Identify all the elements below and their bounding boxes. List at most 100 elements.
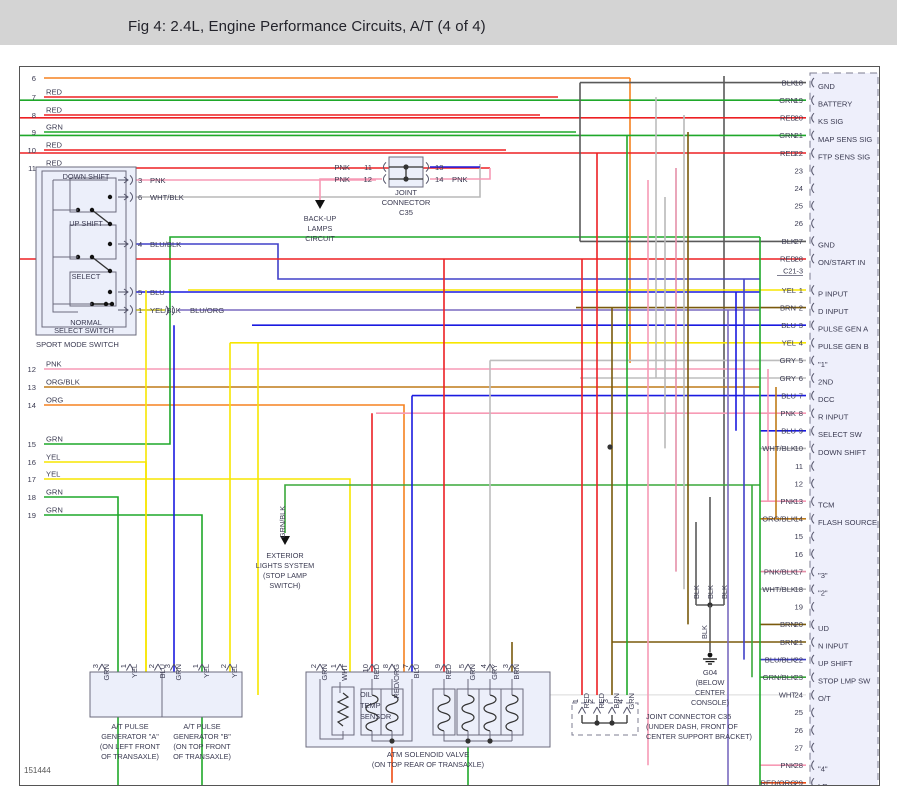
pcm-pin-function-l6: 2ND — [818, 377, 834, 386]
jc-wire-14: PNK — [452, 175, 468, 184]
pcm-pin-bracket-lower-8 — [811, 408, 815, 419]
pulse-generator-a-caption-2: GENERATOR "A" — [101, 732, 159, 741]
page-title: Fig 4: 2.4L, Engine Performance Circuits… — [128, 18, 486, 35]
left-wire-label-17: YEL — [46, 470, 60, 479]
coil-winding-2 — [437, 694, 451, 732]
pcm-wire-label-lower-2: BRN — [780, 303, 796, 312]
pcm-pin-function-21: MAP SENS SIG — [818, 135, 872, 144]
coil-return-dot-b1 — [465, 738, 471, 744]
pcm-pin-bracket-lower-23 — [811, 672, 815, 683]
sms-terminal-arrow-4 — [118, 240, 129, 248]
sport-mode-switch-title: SPORT MODE SWITCH — [36, 340, 119, 349]
left-pin-number-9: 9 — [32, 128, 36, 137]
atm-wire-7: BLU — [412, 664, 421, 678]
pcm-pin-function-l5: "1" — [818, 360, 828, 369]
sms-wire-label-1: YEL/BLK — [150, 306, 181, 315]
pcm-module — [809, 72, 879, 785]
jcb-pin-4: 4 — [616, 699, 625, 703]
pcm-pin-bracket-lower-16 — [811, 549, 815, 559]
switch-label-down-shift: DOWN SHIFT — [63, 172, 110, 181]
ground-symbol-g04 — [703, 652, 717, 665]
pcm-wire-label-lower-6: GRY — [780, 374, 796, 383]
atm-terminal-arrow-5 — [463, 663, 473, 671]
pulse-generator-b-wire-1: YEL — [202, 664, 211, 678]
pulse-generator-b-caption-1: A/T PULSE — [183, 722, 220, 731]
pcm-pin-bracket-lower-6 — [811, 373, 815, 383]
pcm-pin-number-l15: 15 — [795, 532, 803, 541]
solenoid-coil-box-4 — [478, 688, 502, 736]
ground-trunk-wire: BLK — [700, 625, 709, 639]
pcm-pin-function-27: GND — [818, 240, 835, 249]
pcm-pin-bracket-lower-21 — [811, 637, 815, 647]
wire-left-pin-19 — [44, 514, 203, 695]
jc-bracket-right-0 — [425, 162, 429, 172]
left-wire-label-11: RED — [46, 159, 63, 168]
atm-terminal-arrow-4 — [485, 663, 495, 671]
atm-pin-9: 9 — [433, 664, 442, 668]
pcm-pin-bracket-lower-26 — [811, 725, 815, 735]
pcm-pin-function-l7: DCC — [818, 395, 835, 404]
coil-return-dot-b2 — [487, 738, 493, 744]
left-pin-number-17: 17 — [28, 475, 36, 484]
pulse-generator-b-caption-2: GENERATOR "B" — [173, 732, 231, 741]
pulse-generator-b-caption-4: OF TRANSAXLE) — [173, 752, 231, 761]
atm-wire-2: GRN — [320, 664, 329, 680]
switch-label-select: SELECT — [72, 272, 101, 281]
left-wire-label-16: YEL — [46, 453, 60, 462]
exterior-lights-4: SWITCH) — [269, 581, 300, 590]
sms-terminal-arrow-6 — [118, 193, 129, 201]
sms-pin-number-3: 3 — [138, 176, 142, 185]
pcm-pin-number-24: 24 — [795, 184, 803, 193]
wire-left-pin-18 — [44, 496, 119, 695]
pcm-pin-number-26: 26 — [795, 219, 803, 228]
pcm-pin-bracket-lower-29 — [811, 777, 815, 785]
pulse-generator-b-body — [161, 671, 243, 718]
pcm-pin-number-l22: 22 — [795, 655, 803, 664]
atm-wire-10: RED — [372, 664, 381, 680]
solenoid-coil-box-3 — [456, 688, 480, 736]
pcm-wire-label-lower-4: YEL — [782, 339, 796, 348]
pcm-pin-function-l21: N INPUT — [818, 641, 849, 650]
switch-contact-box-2 — [69, 271, 117, 307]
pcm-pin-function-28: ON/START IN — [818, 258, 865, 267]
jcb-wire-2: RED — [597, 693, 606, 709]
pulse-generator-b-terminal-arrow-2 — [225, 663, 235, 671]
pulse-generator-b-terminal-arrow-1 — [197, 663, 207, 671]
pcm-wire-label-lower-7: BLU — [781, 391, 796, 400]
sms-terminal-arrow-1 — [118, 306, 129, 314]
pcm-pin-bracket-lower-28 — [811, 760, 815, 771]
pulse-generator-b-pin-2: 2 — [219, 664, 228, 668]
left-wire-label-19: GRN — [46, 506, 63, 515]
jc-wire-11: PNK — [334, 163, 350, 172]
exterior-lights-wire-label: GRN/BLK — [278, 506, 287, 539]
exterior-lights-3: (STOP LAMP — [263, 571, 307, 580]
pcm-pin-number-21: 21 — [795, 131, 803, 140]
pulse-generator-a-wire-1: YEL — [130, 664, 139, 678]
backup-lamps-2: LAMPS — [308, 224, 333, 233]
pcm-pin-function-20: KS SIG — [818, 117, 843, 126]
atm-wire-4: GRY — [490, 664, 499, 680]
pcm-wire-label-lower-3: BLU — [781, 321, 796, 330]
pulse-generator-a-terminal-arrow-2 — [153, 663, 163, 671]
sms-terminal-bracket-3 — [129, 175, 133, 185]
atm-wire-9: RED — [444, 664, 453, 680]
atm-pin-2: 2 — [309, 664, 318, 668]
wire-left-pin-15 — [44, 236, 760, 445]
pcm-wire-label-lower-17: PNK/BLK — [764, 567, 796, 576]
pcm-pin-number-27: 27 — [795, 237, 803, 246]
splice-bracket — [165, 305, 175, 316]
pcm-pin-function-19: BATTERY — [818, 100, 852, 109]
atm-wire-5: GRN — [468, 664, 477, 680]
pulse-generator-a-terminal-arrow-1 — [125, 663, 135, 671]
pcm-pin-bracket-lower-4 — [811, 337, 815, 348]
jcb-terminal-arrow-2 — [592, 706, 602, 714]
pcm-pin-bracket-lower-11 — [811, 461, 815, 471]
pcm-pin-number-l27: 27 — [795, 743, 803, 752]
pcm-wire-label-lower-13: PNK — [780, 497, 796, 506]
pcm-pin-bracket-lower-17 — [811, 566, 815, 577]
jcb-dot-1 — [594, 720, 600, 726]
sensor-lead-out — [319, 679, 344, 740]
pcm-wire-label-upper-22: RED — [780, 149, 797, 158]
